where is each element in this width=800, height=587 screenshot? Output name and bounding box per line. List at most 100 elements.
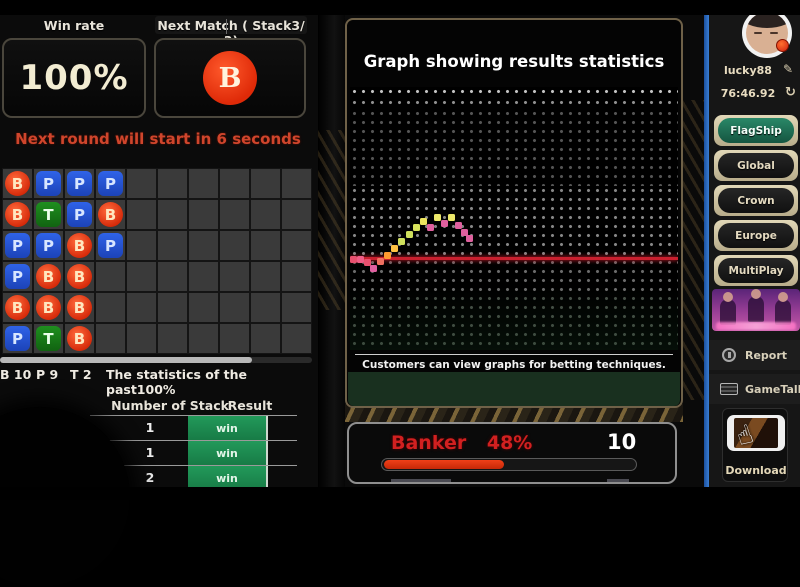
sidebar-item-label: Report [745, 348, 788, 362]
dot-grid-upper [350, 109, 678, 186]
trend-cell [420, 218, 427, 225]
countdown-text: Next round will start in 6 seconds [15, 130, 301, 148]
trend-cell [391, 245, 398, 252]
road-cell [158, 262, 187, 291]
road-cell: P [65, 169, 94, 198]
sidebar-button-global[interactable]: Global [714, 150, 798, 181]
sidebar-item-gametalk[interactable]: GameTalk [709, 374, 800, 404]
letterbox-bottom [0, 487, 800, 500]
trend-cell [466, 235, 473, 242]
road-cell [282, 169, 311, 198]
road-cell: P [3, 231, 32, 260]
road-cell [158, 169, 187, 198]
sidebar-button-europe[interactable]: Europe [714, 220, 798, 251]
keyboard-icon [720, 383, 738, 395]
sidebar-button-crown[interactable]: Crown [714, 185, 798, 216]
road-cell [282, 324, 311, 353]
trend-cell [364, 259, 371, 266]
road-cell: B [34, 293, 63, 322]
road-cell [189, 324, 218, 353]
dot-grid-lower [350, 258, 678, 294]
trend-cell [461, 229, 468, 236]
road-cell: P [3, 262, 32, 291]
road-marker-p: P [5, 233, 30, 258]
road-cell: P [34, 169, 63, 198]
results-chart [350, 87, 678, 350]
road-cell [220, 169, 249, 198]
banker-percent-text: Banker 48% [391, 432, 532, 454]
road-cell: B [3, 293, 32, 322]
road-cell [189, 169, 218, 198]
table-row: 1 win [90, 440, 297, 466]
download-tile[interactable]: ☝ Download [722, 408, 788, 482]
phone-screen [734, 418, 778, 448]
stack-value: 2 [145, 470, 155, 485]
road-cell: B [3, 169, 32, 198]
road-cell [282, 262, 311, 291]
refresh-icon[interactable]: ↻ [785, 85, 796, 100]
header-divider [226, 19, 227, 34]
next-match-label-bg [155, 16, 307, 34]
road-scrollbar-track[interactable] [0, 357, 312, 363]
stats-caption: The statistics of the past100% [106, 367, 247, 397]
live-casino-banner[interactable] [712, 289, 800, 331]
road-cell [96, 324, 125, 353]
road-marker-p: P [5, 264, 30, 289]
trend-cell [448, 214, 455, 221]
road-marker-b: B [5, 171, 30, 196]
decor-gold-strip [345, 404, 683, 422]
road-marker-t: T [36, 202, 61, 227]
table-row: 1 win [90, 415, 297, 441]
road-cell: B [65, 324, 94, 353]
sidebar-menu: Report GameTalk [709, 340, 800, 408]
win-rate-label: Win rate [43, 18, 105, 33]
download-label: Download [725, 464, 787, 477]
banker-percent: 48% [486, 432, 533, 454]
trend-cell [398, 238, 405, 245]
sidebar-button-multiplay[interactable]: MultiPlay [714, 255, 798, 286]
sidebar-button-label: Global [718, 153, 794, 178]
road-cell [127, 293, 156, 322]
trend-cell [413, 224, 420, 231]
avatar-eye [754, 32, 762, 34]
banner-text-blur [716, 322, 796, 330]
decor-stripes-right [683, 100, 704, 400]
chart-green-tint [350, 287, 678, 350]
sidebar-item-report[interactable]: Report [709, 340, 800, 370]
left-game-panel: Win rate Next Match ( Stack3/ 3) 100% B … [0, 15, 318, 587]
road-cell [282, 231, 311, 260]
road-cell [189, 262, 218, 291]
dot-grid-bottom [350, 294, 678, 350]
road-cell: B [34, 262, 63, 291]
avatar-badge [776, 39, 789, 52]
road-cell [220, 293, 249, 322]
trend-cell [350, 256, 357, 263]
app-stage: Win rate Next Match ( Stack3/ 3) 100% B … [0, 8, 800, 587]
next-match-box: B [154, 38, 306, 118]
right-sidebar: lucky88 ✎ 76:46.92 ↻ FlagShip Global Crown… [709, 8, 800, 487]
dealer-figure [748, 289, 764, 322]
road-cell: B [65, 293, 94, 322]
result-cell: win [188, 441, 268, 466]
road-cell: T [34, 200, 63, 229]
road-marker-p: P [67, 171, 92, 196]
road-marker-b: B [67, 264, 92, 289]
road-marker-b: B [36, 264, 61, 289]
pencil-icon[interactable]: ✎ [783, 62, 794, 76]
graph-footer-band [348, 372, 680, 406]
road-scrollbar-thumb[interactable] [0, 357, 252, 363]
graph-panel: Graph showing results statistics Custome… [345, 18, 683, 408]
trend-cell [441, 220, 448, 227]
sidebar-button-flagship[interactable]: FlagShip [714, 115, 798, 146]
road-marker-p: P [36, 171, 61, 196]
sidebar-divider-line [704, 15, 709, 487]
win-rate-value: 100% [19, 58, 129, 98]
road-marker-p: P [5, 326, 30, 351]
history-circle-icon [722, 348, 736, 362]
road-marker-p: P [98, 233, 123, 258]
road-cell [251, 200, 280, 229]
road-cell [251, 324, 280, 353]
road-cell: B [96, 200, 125, 229]
chart-baseline [350, 257, 678, 260]
trend-cell [406, 231, 413, 238]
